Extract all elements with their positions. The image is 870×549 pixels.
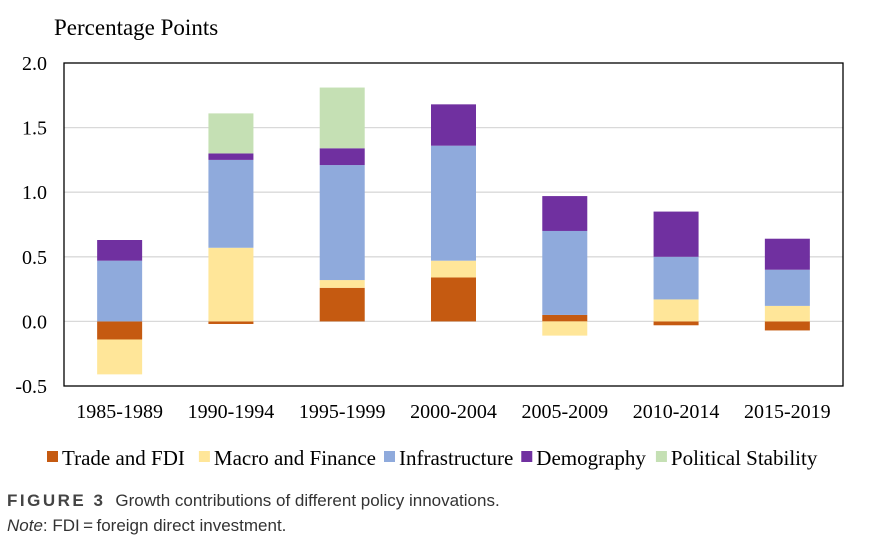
bar-segment	[97, 339, 143, 375]
bar-segment	[542, 196, 588, 231]
bar-segment	[542, 321, 588, 336]
legend-swatch	[384, 451, 395, 462]
bar-segment	[97, 240, 143, 261]
x-tick-label: 2000-2004	[410, 401, 497, 423]
bar-segment	[208, 159, 254, 248]
legend-label: Infrastructure	[399, 446, 513, 470]
figure-label: FIGURE 3	[7, 491, 106, 510]
x-tick-labels: 1985-1989 1990-1994 1995-1999 2000-2004 2005…	[76, 401, 830, 423]
bar-segment	[208, 153, 254, 160]
legend-swatch	[655, 451, 667, 462]
x-tick-label: 1990-1994	[188, 401, 275, 423]
bar-segment	[319, 148, 365, 166]
legend-item: Trade and FDI	[47, 446, 185, 470]
bar-segment	[764, 305, 810, 322]
figure-caption: FIGURE 3 Growth contributions of differen…	[7, 491, 500, 511]
y-tick-label: -0.5	[15, 376, 47, 398]
bar-segment	[431, 104, 476, 146]
bar-segment	[97, 260, 143, 322]
bar-segment	[431, 277, 476, 322]
plot-area-border	[63, 62, 844, 387]
y-tick-label: 1.5	[22, 118, 47, 140]
legend-swatch	[521, 451, 533, 462]
bar-segment	[208, 321, 254, 324]
y-tick-label: 0.0	[22, 311, 47, 333]
note-text: : FDI = foreign direct investment.	[42, 516, 287, 535]
bar-segment	[653, 211, 699, 257]
legend-label: Demography	[536, 446, 646, 470]
legend-item: Infrastructure	[384, 446, 513, 470]
bar-segment	[319, 287, 365, 322]
bar-segment	[653, 299, 699, 322]
bar-segment	[208, 113, 254, 154]
bar-segment	[208, 247, 254, 322]
bar-segment	[764, 269, 810, 306]
legend-item: Macro and Finance	[198, 446, 376, 470]
x-tick-label: 2005-2009	[521, 401, 608, 423]
bars	[97, 87, 810, 375]
x-tick-label: 2010-2014	[633, 401, 720, 423]
legend: Trade and FDI Macro and Finance Infrastruc…	[47, 446, 818, 470]
bar-segment	[653, 321, 699, 326]
bar-segment	[653, 256, 699, 300]
note-label: Note	[7, 516, 43, 535]
y-tick-labels: 2.0 1.5 1.0 0.5 0.0 -0.5	[15, 53, 47, 398]
legend-swatch	[47, 451, 58, 462]
bar-segment	[319, 165, 365, 281]
bar-segment	[319, 280, 365, 288]
legend-label: Macro and Finance	[214, 446, 376, 470]
legend-item: Political Stability	[655, 446, 818, 470]
bar-segment	[542, 314, 588, 322]
legend-swatch	[198, 451, 210, 462]
y-tick-label: 0.5	[22, 247, 47, 269]
legend-item: Demography	[521, 446, 646, 470]
legend-label: Political Stability	[671, 446, 818, 470]
x-tick-label: 2015-2019	[744, 401, 831, 423]
legend-label: Trade and FDI	[62, 446, 185, 470]
bar-segment	[764, 321, 810, 331]
y-axis-title: Percentage Points	[54, 15, 218, 40]
y-tick-label: 1.0	[22, 182, 47, 204]
bar-segment	[764, 238, 810, 270]
bar-segment	[431, 260, 476, 278]
bar-segment	[97, 321, 143, 340]
chart: Percentage Points 2.0 1.5 1.0 0.5 0.0 -0.5 19…	[15, 15, 844, 470]
x-tick-label: 1995-1999	[299, 401, 386, 423]
bar-segment	[542, 230, 588, 315]
y-tick-label: 2.0	[22, 53, 47, 75]
bar-segment	[319, 87, 365, 149]
x-tick-label: 1985-1989	[76, 401, 163, 423]
figure-caption-text: Growth contributions of different policy…	[115, 491, 500, 510]
figure-note: Note: FDI = foreign direct investment.	[7, 516, 286, 536]
bar-segment	[431, 145, 476, 261]
